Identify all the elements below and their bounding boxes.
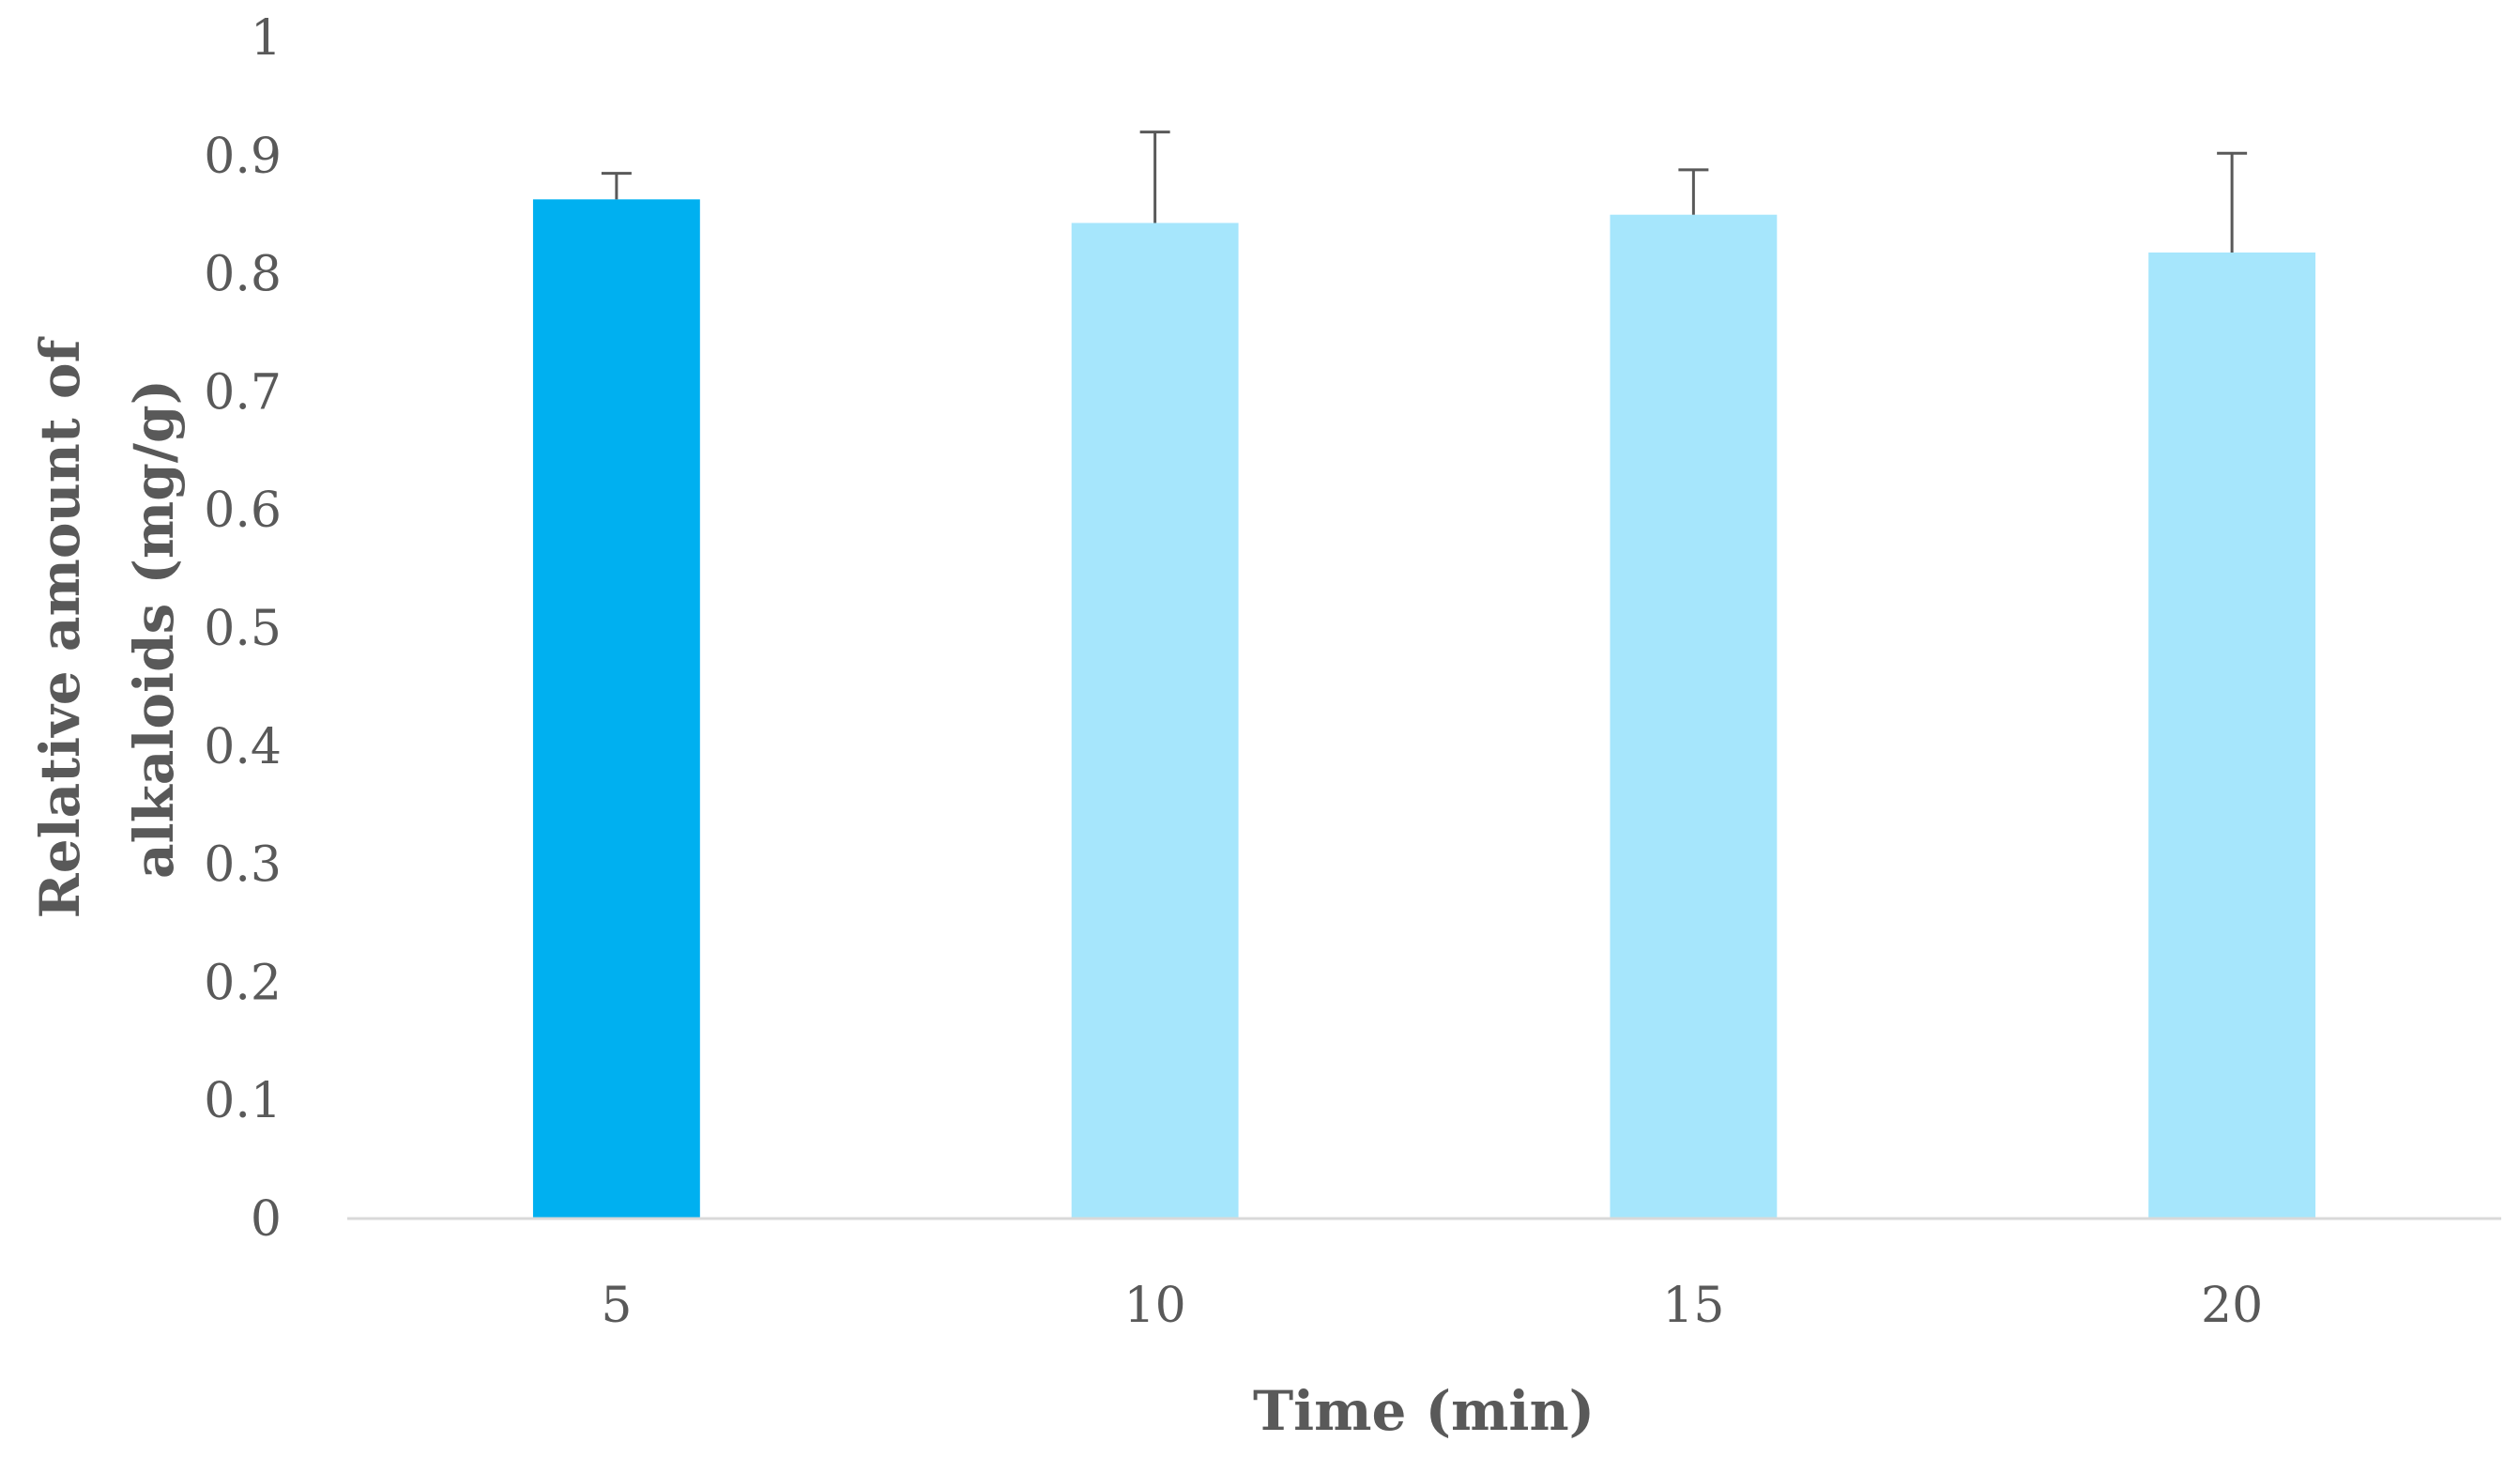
- y-axis-title: Relative amount of alkaloids (mg/g): [28, 335, 186, 918]
- bar-20: [2148, 252, 2316, 1219]
- y-axis-ticks: 0 0.1 0.2 0.3 0.4 0.5 0.6 0.7 0.8 0.9 1: [204, 10, 282, 1248]
- y-tick-label: 0.8: [204, 247, 282, 303]
- bar-5: [532, 199, 700, 1219]
- x-tick-label: 5: [601, 1278, 632, 1334]
- y-tick-label: 1: [251, 10, 282, 67]
- y-tick-label: 0.1: [204, 1073, 282, 1129]
- error-bars-group: [601, 130, 2248, 253]
- x-tick-label: 10: [1124, 1278, 1186, 1334]
- x-tick-label: 15: [1662, 1278, 1724, 1334]
- x-axis-ticks: 5 10 15 20: [601, 1278, 2263, 1334]
- y-tick-label: 0.4: [204, 719, 282, 775]
- bar-10: [1071, 222, 1239, 1219]
- y-tick-label: 0.6: [204, 483, 282, 539]
- y-tick-label: 0.9: [204, 129, 282, 185]
- y-tick-label: 0.2: [204, 955, 282, 1011]
- y-tick-label: 0.3: [204, 837, 282, 894]
- y-axis-title-line-1: Relative amount of: [28, 335, 92, 918]
- x-axis-title: Time (min): [1253, 1379, 1595, 1443]
- y-axis-title-line-2: alkaloids (mg/g): [122, 379, 186, 879]
- bar-15: [1610, 214, 1778, 1219]
- bars-group: [532, 199, 2316, 1219]
- x-tick-label: 20: [2201, 1278, 2263, 1334]
- y-tick-label: 0.7: [204, 364, 282, 421]
- y-tick-label: 0.5: [204, 601, 282, 657]
- y-tick-label: 0: [251, 1191, 282, 1248]
